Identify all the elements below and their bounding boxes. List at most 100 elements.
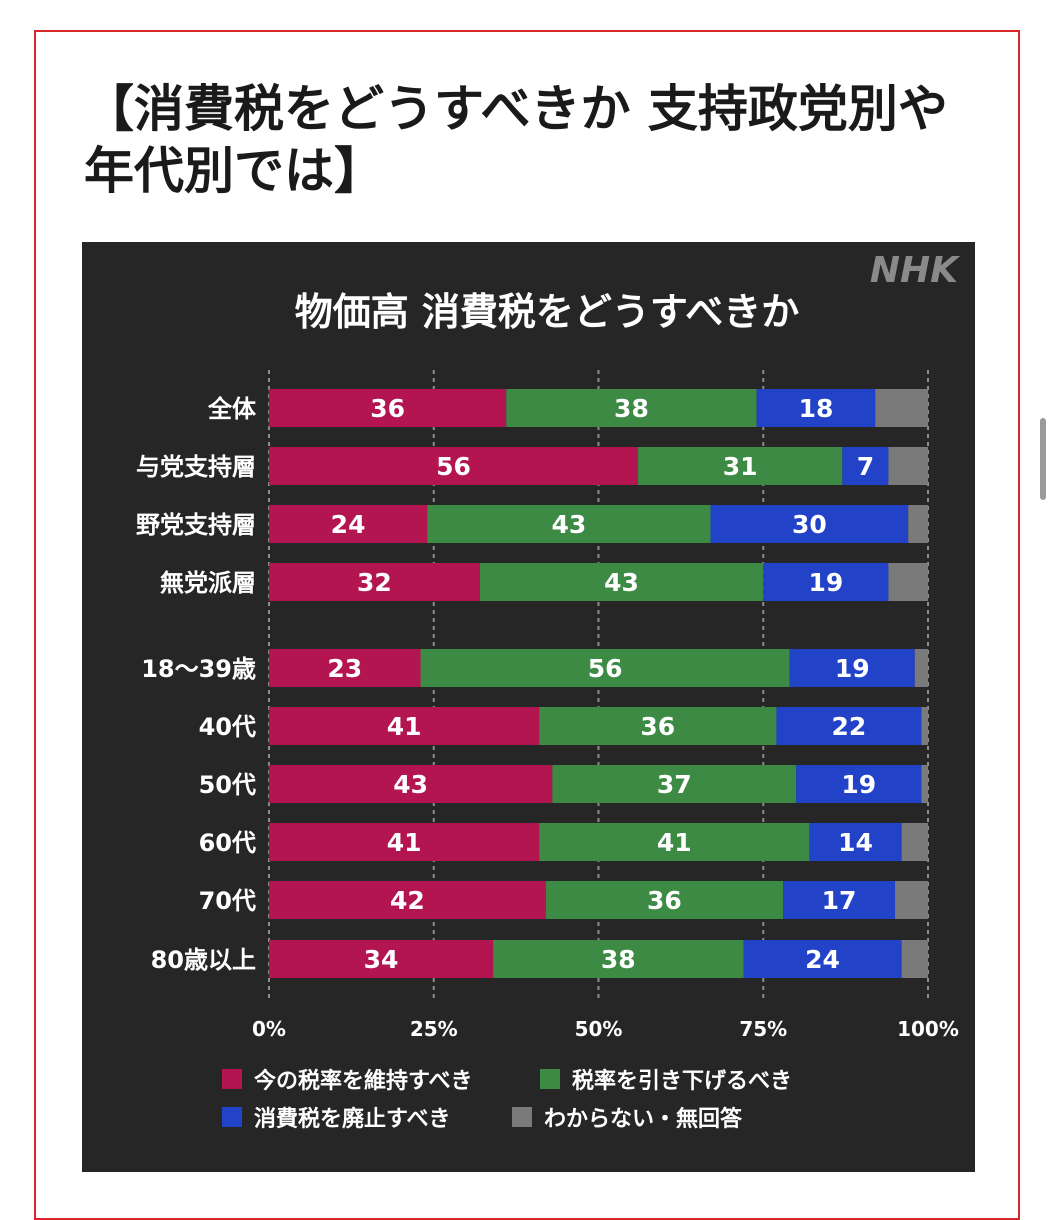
legend-swatch bbox=[512, 1107, 532, 1127]
category-label: 70代 bbox=[199, 887, 256, 915]
bar-segment bbox=[269, 447, 639, 485]
scrollbar-thumb[interactable] bbox=[1040, 418, 1046, 500]
data-label: 36 bbox=[640, 712, 675, 741]
data-label: 30 bbox=[792, 510, 827, 539]
data-label: 18 bbox=[799, 394, 834, 423]
bar-segment bbox=[921, 707, 928, 745]
bar-segment bbox=[269, 765, 553, 803]
bar-segment bbox=[921, 765, 928, 803]
category-label: 与党支持層 bbox=[136, 453, 256, 481]
data-label: 43 bbox=[551, 510, 586, 539]
category-label: 18〜39歳 bbox=[141, 655, 256, 683]
x-axis-ticks: 0% 25% 50% 75% 100% bbox=[252, 1017, 959, 1041]
bar-segment bbox=[776, 707, 922, 745]
category-label: 50代 bbox=[199, 771, 256, 799]
category-label: 無党派層 bbox=[160, 569, 256, 597]
bar-segment bbox=[908, 505, 928, 543]
data-label: 19 bbox=[808, 568, 843, 597]
category-label: 40代 bbox=[199, 713, 256, 741]
bar-segment bbox=[710, 505, 909, 543]
bar-segment bbox=[789, 649, 915, 687]
data-label: 22 bbox=[832, 712, 867, 741]
nhk-logo: NHK bbox=[870, 250, 961, 291]
data-label: 42 bbox=[390, 886, 425, 915]
data-label: 19 bbox=[841, 770, 876, 799]
bar-segment bbox=[796, 765, 922, 803]
page-heading: 【消費税をどうすべきか 支持政党別や年代別では】 bbox=[84, 80, 948, 200]
bar-segment bbox=[269, 940, 494, 978]
bar-segment bbox=[269, 563, 480, 601]
data-label: 41 bbox=[387, 712, 422, 741]
bar-segment bbox=[269, 707, 540, 745]
bars: 36 38 18 56 31 7 24 43 30 32 43 19 23 56 19 41 36 22 43 37 1… bbox=[269, 389, 928, 978]
bar-segment bbox=[895, 881, 928, 919]
data-label: 34 bbox=[364, 945, 399, 974]
category-label: 全体 bbox=[207, 395, 257, 423]
legend-label: 消費税を廃止すべき bbox=[254, 1106, 450, 1132]
data-label: 24 bbox=[805, 945, 840, 974]
bar-segment bbox=[420, 649, 790, 687]
bar-segment bbox=[783, 881, 896, 919]
bar-segment bbox=[269, 389, 507, 427]
data-label: 43 bbox=[393, 770, 428, 799]
bar-segment bbox=[763, 563, 889, 601]
bar-segment bbox=[901, 823, 928, 861]
x-tick-label: 50% bbox=[575, 1017, 623, 1041]
legend-label: 今の税率を維持すべき bbox=[254, 1068, 472, 1094]
chart-panel: NHK 物価高 消費税をどうすべきか 36 38 18 56 31 7 24 43 30 32 43… bbox=[82, 242, 975, 1172]
bar-segment bbox=[888, 563, 928, 601]
category-label: 野党支持層 bbox=[136, 511, 256, 539]
bar-segment bbox=[809, 823, 902, 861]
data-label: 19 bbox=[835, 654, 870, 683]
data-label: 41 bbox=[387, 828, 422, 857]
category-label: 80歳以上 bbox=[151, 946, 256, 974]
category-label: 60代 bbox=[199, 829, 256, 857]
bar-segment bbox=[875, 389, 928, 427]
data-label: 56 bbox=[436, 452, 471, 481]
bar-segment bbox=[888, 447, 928, 485]
data-label: 7 bbox=[857, 452, 874, 481]
chart-title: 物価高 消費税をどうすべきか bbox=[295, 290, 800, 334]
bar-segment bbox=[743, 940, 902, 978]
bar-segment bbox=[427, 505, 711, 543]
legend-swatch bbox=[222, 1107, 242, 1127]
bar-segment bbox=[901, 940, 928, 978]
bar-segment bbox=[539, 823, 810, 861]
x-tick-label: 100% bbox=[897, 1017, 959, 1041]
legend-swatch bbox=[222, 1069, 242, 1089]
data-label: 14 bbox=[838, 828, 873, 857]
bar-segment bbox=[479, 563, 764, 601]
data-label: 23 bbox=[327, 654, 362, 683]
bar-segment bbox=[493, 940, 744, 978]
data-label: 43 bbox=[604, 568, 639, 597]
data-label: 32 bbox=[357, 568, 392, 597]
bar-segment bbox=[756, 389, 876, 427]
data-label: 38 bbox=[614, 394, 649, 423]
bar-segment bbox=[269, 505, 428, 543]
bar-segment bbox=[269, 649, 421, 687]
data-label: 31 bbox=[723, 452, 758, 481]
bar-segment bbox=[269, 823, 540, 861]
data-label: 56 bbox=[588, 654, 623, 683]
legend-swatch bbox=[540, 1069, 560, 1089]
bar-segment bbox=[545, 881, 784, 919]
x-tick-label: 25% bbox=[410, 1017, 458, 1041]
bar-segment bbox=[914, 649, 928, 687]
bar-segment bbox=[269, 881, 546, 919]
bar-segment bbox=[539, 707, 777, 745]
data-label: 41 bbox=[657, 828, 692, 857]
data-label: 38 bbox=[601, 945, 636, 974]
data-label: 24 bbox=[331, 510, 366, 539]
stacked-bar-chart: NHK 物価高 消費税をどうすべきか 36 38 18 56 31 7 24 43 30 32 43… bbox=[136, 250, 961, 1132]
legend-label: わからない・無回答 bbox=[544, 1106, 743, 1132]
bar-segment bbox=[506, 389, 757, 427]
legend-label: 税率を引き下げるべき bbox=[572, 1068, 792, 1094]
bar-segment bbox=[638, 447, 843, 485]
x-tick-label: 0% bbox=[252, 1017, 286, 1041]
data-label: 36 bbox=[647, 886, 682, 915]
bar-segment bbox=[842, 447, 889, 485]
data-label: 17 bbox=[822, 886, 857, 915]
x-tick-label: 75% bbox=[739, 1017, 787, 1041]
